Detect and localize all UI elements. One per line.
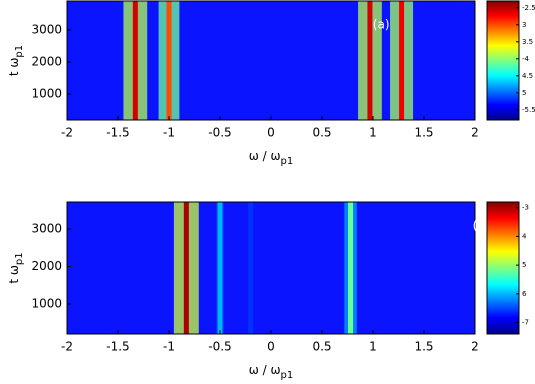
y-tick-label: 3000 [31,22,62,36]
x-tick-label: -0.5 [208,340,231,354]
colorbar-tick-label: 4.5 [522,72,533,80]
panel-label: (a) [373,18,390,32]
ridge [248,202,254,334]
y-label-main: t ω [7,265,21,284]
x-tick-label: 1 [369,340,377,354]
x-tick-label: 2 [471,126,479,140]
colorbar-tick-label: -3 [522,204,529,212]
x-tick-label: 0.5 [312,126,331,140]
colorbar [486,201,520,335]
ridge [183,202,189,334]
x-tick-label: 1 [369,126,377,140]
x-tick-label: -1 [163,126,175,140]
colorbar-tick-label: 4 [522,232,527,240]
x-axis-label: ω / ωp1 [249,149,294,168]
y-tick-label: 2000 [31,259,62,273]
x-tick-label: 0 [267,340,275,354]
colorbar [486,0,520,121]
y-tick-label: 2000 [31,54,62,68]
x-tick-label: 0 [267,126,275,140]
x-tick-label: 0.5 [312,340,331,354]
plot-background [67,202,475,334]
x-tick-label: -2 [61,126,73,140]
ridge [166,1,172,120]
ridge [367,1,373,120]
x-label-sub: p1 [281,370,294,381]
ridge [132,1,138,120]
y-label-sub: p1 [14,45,25,58]
y-axis-label: t ωp1 [7,45,26,76]
x-tick-label: -2 [61,340,73,354]
x-tick-label: -1 [163,340,175,354]
x-label-main: ω / ω [249,149,281,163]
y-label-main: t ω [7,58,21,77]
colorbar-tick-label: -7 [522,319,529,327]
y-label-sub: p1 [14,252,25,265]
colorbar-tick-label: 5 [522,261,526,269]
colorbar-tick-label: -5.5 [522,106,535,114]
y-tick-label: 1000 [31,297,62,311]
x-tick-label: -1.5 [106,126,129,140]
x-axis-label: ω / ωp1 [249,363,294,382]
x-label-main: ω / ω [249,363,281,377]
colorbar-tick-label: -2.5 [522,4,535,12]
x-label-sub: p1 [281,156,294,167]
ridge [399,1,405,120]
y-tick-label: 1000 [31,87,62,101]
y-axis-label: t ωp1 [7,252,26,283]
y-tick-label: 3000 [31,222,62,236]
ridge [217,202,223,334]
x-tick-label: -0.5 [208,126,231,140]
colorbar-tick-label: 5 [522,89,526,97]
x-tick-label: -1.5 [106,340,129,354]
colorbar-tick-label: -4 [522,55,530,63]
x-tick-label: 1.5 [414,126,433,140]
ridge [348,202,354,334]
colorbar-tick-label: 3.5 [522,38,533,46]
panel-label: (b) [473,219,490,233]
colorbar-tick-label: 3 [522,21,526,29]
x-tick-label: 2 [471,340,479,354]
x-tick-label: 1.5 [414,340,433,354]
colorbar-tick-label: 6 [522,290,527,298]
